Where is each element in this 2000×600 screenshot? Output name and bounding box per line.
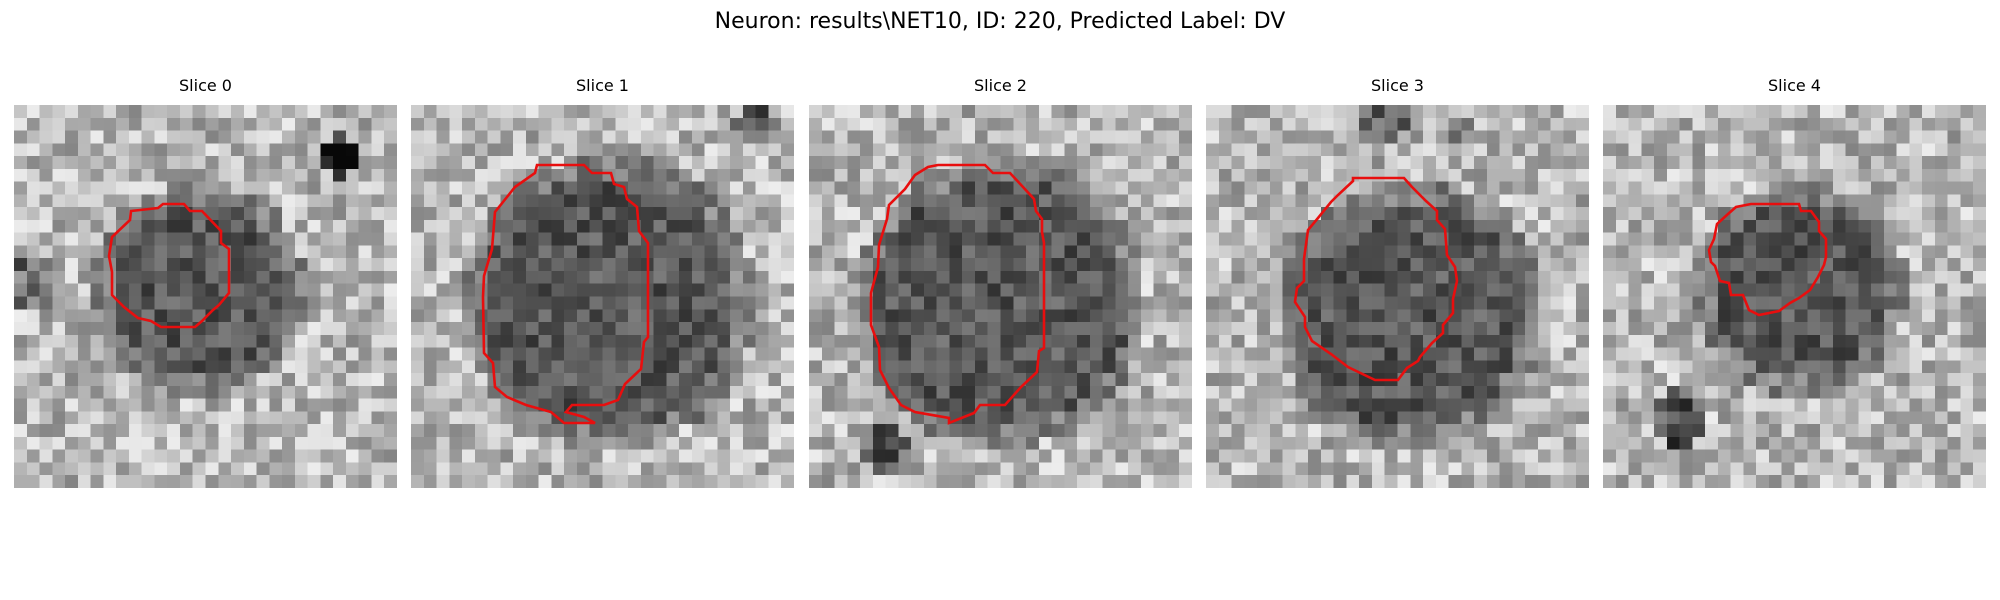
slice-panel-2: Slice 2 xyxy=(809,76,1192,488)
contour-outline xyxy=(481,163,650,425)
slice-panel-4: Slice 4 xyxy=(1603,76,1986,488)
segmentation-contour xyxy=(107,202,231,329)
microscopy-image xyxy=(1206,105,1589,488)
segmentation-contour xyxy=(1293,176,1459,382)
microscopy-image xyxy=(411,105,794,488)
slice-title: Slice 0 xyxy=(179,76,232,95)
microscopy-image xyxy=(1603,105,1986,488)
contour-outline xyxy=(1707,202,1828,317)
microscopy-image xyxy=(809,105,1192,488)
contour-outline xyxy=(107,202,231,329)
segmentation-contour xyxy=(481,163,650,425)
segmentation-contour xyxy=(1707,202,1828,317)
figure-title: Neuron: results\NET10, ID: 220, Predicte… xyxy=(714,9,1286,34)
slice-title: Slice 2 xyxy=(974,76,1027,95)
slice-title: Slice 4 xyxy=(1768,76,1821,95)
slice-panel-0: Slice 0 xyxy=(14,76,397,488)
slice-panel-3: Slice 3 xyxy=(1206,76,1589,488)
microscopy-image xyxy=(14,105,397,488)
contour-outline xyxy=(869,163,1046,425)
segmentation-contour xyxy=(869,163,1046,425)
slice-panel-1: Slice 1 xyxy=(411,76,794,488)
slice-title: Slice 3 xyxy=(1371,76,1424,95)
contour-outline xyxy=(1293,176,1459,382)
slice-title: Slice 1 xyxy=(576,76,629,95)
